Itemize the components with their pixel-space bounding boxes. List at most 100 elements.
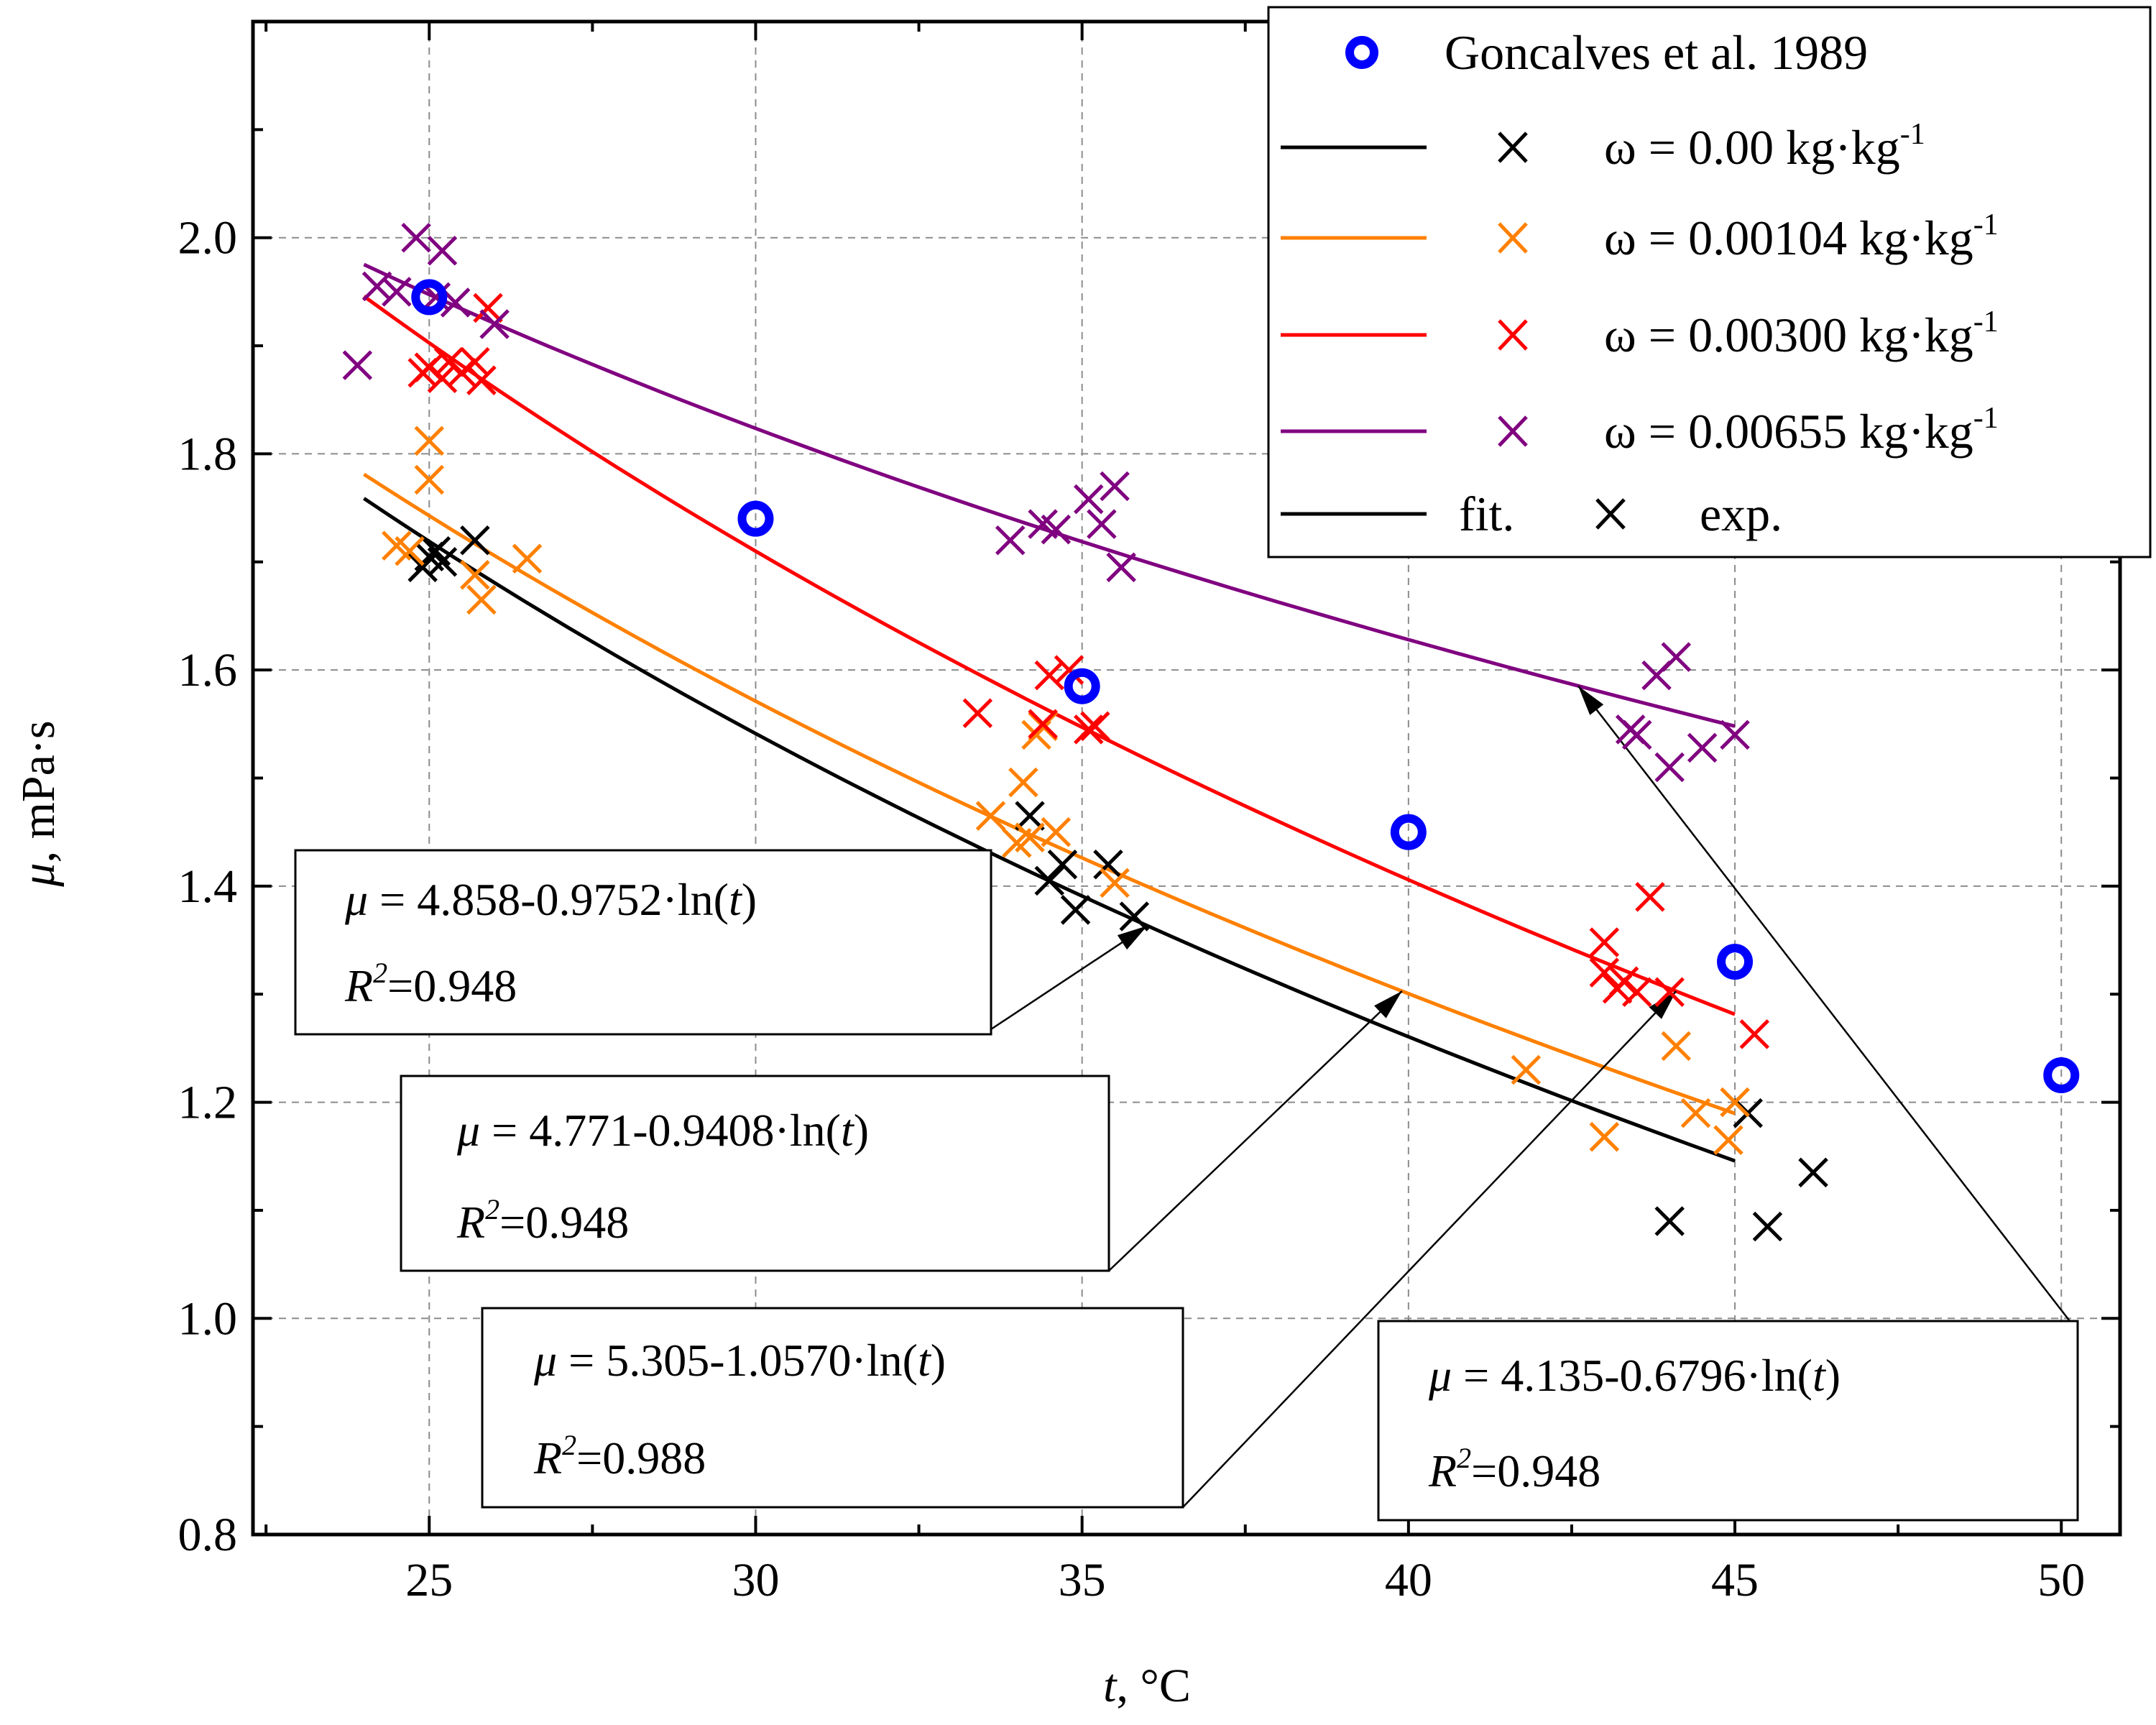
annotation-r2: R2=0.948	[344, 957, 517, 1011]
annotation-arrow	[990, 924, 1148, 1031]
annotation-equation: μ = 4.771-0.9408·ln(t)	[456, 1105, 869, 1156]
data-point	[427, 363, 458, 393]
x-tick-label: 50	[2037, 1554, 2085, 1606]
data-point	[1041, 514, 1072, 545]
y-tick-label: 1.6	[178, 644, 238, 696]
data-point	[1073, 484, 1104, 515]
annotation-r2-value: =0.948	[1471, 1445, 1600, 1496]
annotation-coef: 4.135-0.6796·ln(	[1501, 1350, 1812, 1401]
annotation-r2: R2=0.948	[1428, 1442, 1600, 1496]
data-point	[1720, 1087, 1750, 1118]
data-point	[1589, 957, 1620, 988]
data-point	[414, 464, 445, 495]
data-point	[473, 293, 503, 323]
legend-label: ω = 0.00655 kg·kg-1	[1604, 402, 1999, 459]
data-point	[466, 365, 497, 395]
x-tick-label: 30	[732, 1554, 779, 1606]
data-point	[342, 350, 373, 380]
data-point	[466, 584, 497, 615]
data-point	[1654, 1206, 1685, 1236]
legend-label-text: ω = 0.00300 kg·kg	[1604, 308, 1973, 362]
legend-label: ω = 0.00300 kg·kg-1	[1604, 305, 1999, 362]
data-point	[1687, 732, 1718, 763]
data-point	[460, 560, 490, 590]
annotation-arrows	[990, 685, 2070, 1508]
annotation-arrow	[1577, 685, 2070, 1322]
data-point	[1798, 1157, 1828, 1188]
legend-label-text: ω = 0.00104 kg·kg	[1604, 211, 1973, 265]
axes: 25 30 35 40 45 50 0.8 1.0 1.2 1.4 1.6 1.8 2.0	[178, 19, 2122, 1606]
annotation-box: μ = 4.858-0.9752·ln(t) R2=0.948	[294, 849, 992, 1036]
data-point	[1054, 655, 1084, 685]
annotation-box: μ = 5.305-1.0570·ln(t) R2=0.988	[481, 1307, 1184, 1509]
data-point	[1028, 709, 1058, 740]
data-point	[1680, 1098, 1711, 1128]
data-point	[1511, 1054, 1542, 1085]
annotation-equation: μ = 5.305-1.0570·ln(t)	[533, 1335, 946, 1386]
data-point	[1100, 471, 1130, 502]
legend-fit-label: fit.	[1459, 487, 1514, 541]
annotation-r2-value: =0.948	[499, 1197, 629, 1248]
data-point	[1100, 868, 1130, 898]
y-tick-label: 1.4	[178, 860, 238, 913]
annotation-r2: R2=0.948	[456, 1193, 629, 1248]
annotation-r2-value: =0.948	[387, 960, 517, 1011]
data-point	[1060, 895, 1091, 925]
legend-cross	[1595, 498, 1626, 530]
data-point	[1720, 719, 1750, 750]
annotation-arrowhead	[1649, 991, 1677, 1019]
data-point	[1106, 552, 1136, 583]
data-point	[1622, 719, 1652, 750]
y-tick-label: 1.8	[178, 428, 238, 480]
data-point	[1654, 752, 1685, 783]
data-point	[460, 525, 490, 556]
data-point	[1752, 1211, 1783, 1242]
y-tick-label: 0.8	[178, 1509, 238, 1561]
legend-label-sup: -1	[1973, 305, 1999, 339]
data-point	[427, 547, 458, 577]
annotation-arrowhead	[1374, 990, 1402, 1018]
reference-point	[1390, 814, 1427, 850]
data-points	[342, 222, 2080, 1242]
legend-label-text: ω = 0.00 kg·kg	[1604, 120, 1900, 175]
annotation-box: μ = 4.771-0.9408·ln(t) R2=0.948	[400, 1075, 1110, 1272]
legend-label-goncalves: Goncalves et al. 1989	[1445, 25, 1868, 80]
data-point	[1654, 977, 1685, 1007]
legend-label-sup: -1	[1973, 208, 1999, 242]
annotation-coef: 5.305-1.0570·ln(	[606, 1335, 918, 1386]
reference-point	[2043, 1057, 2080, 1093]
data-point	[1073, 714, 1104, 745]
data-point	[479, 309, 510, 339]
legend-marker-circle	[1345, 36, 1378, 69]
annotation-arrowhead	[1117, 925, 1148, 950]
data-point	[1093, 850, 1123, 880]
y-tick-label: 1.0	[178, 1292, 238, 1345]
data-point	[427, 235, 458, 266]
data-point	[460, 346, 490, 377]
data-point	[395, 535, 425, 566]
annotation-arrowhead	[1578, 686, 1604, 715]
annotation-equation: μ = 4.135-0.6796·ln(t)	[1428, 1350, 1841, 1401]
y-tick-label: 1.2	[178, 1077, 238, 1129]
data-point	[1589, 1121, 1620, 1152]
data-point	[1034, 865, 1065, 896]
fit-line	[363, 472, 1736, 1116]
data-point	[1713, 1125, 1743, 1155]
x-tick-label: 25	[405, 1554, 453, 1606]
annotation-equation: μ = 4.858-0.9752·ln(t)	[344, 874, 757, 925]
data-point	[1119, 901, 1150, 932]
data-point	[1622, 977, 1652, 1007]
legend-cross	[1498, 319, 1528, 351]
annotation-r2: R2=0.988	[533, 1429, 706, 1484]
data-point	[1661, 1031, 1692, 1062]
data-point	[1080, 711, 1110, 742]
legend-label-sup: -1	[1900, 118, 1925, 151]
x-tick-label: 35	[1059, 1554, 1106, 1606]
x-tick-label: 45	[1711, 1554, 1759, 1606]
legend-label: ω = 0.00104 kg·kg-1	[1604, 208, 1999, 265]
legend-exp-label: exp.	[1700, 487, 1782, 541]
data-point	[1015, 822, 1045, 852]
legend: Goncalves et al. 1989 ω = 0.00 kg·kg-1 ω…	[1267, 6, 2152, 558]
legend-label-text: ω = 0.00655 kg·kg	[1604, 404, 1973, 459]
